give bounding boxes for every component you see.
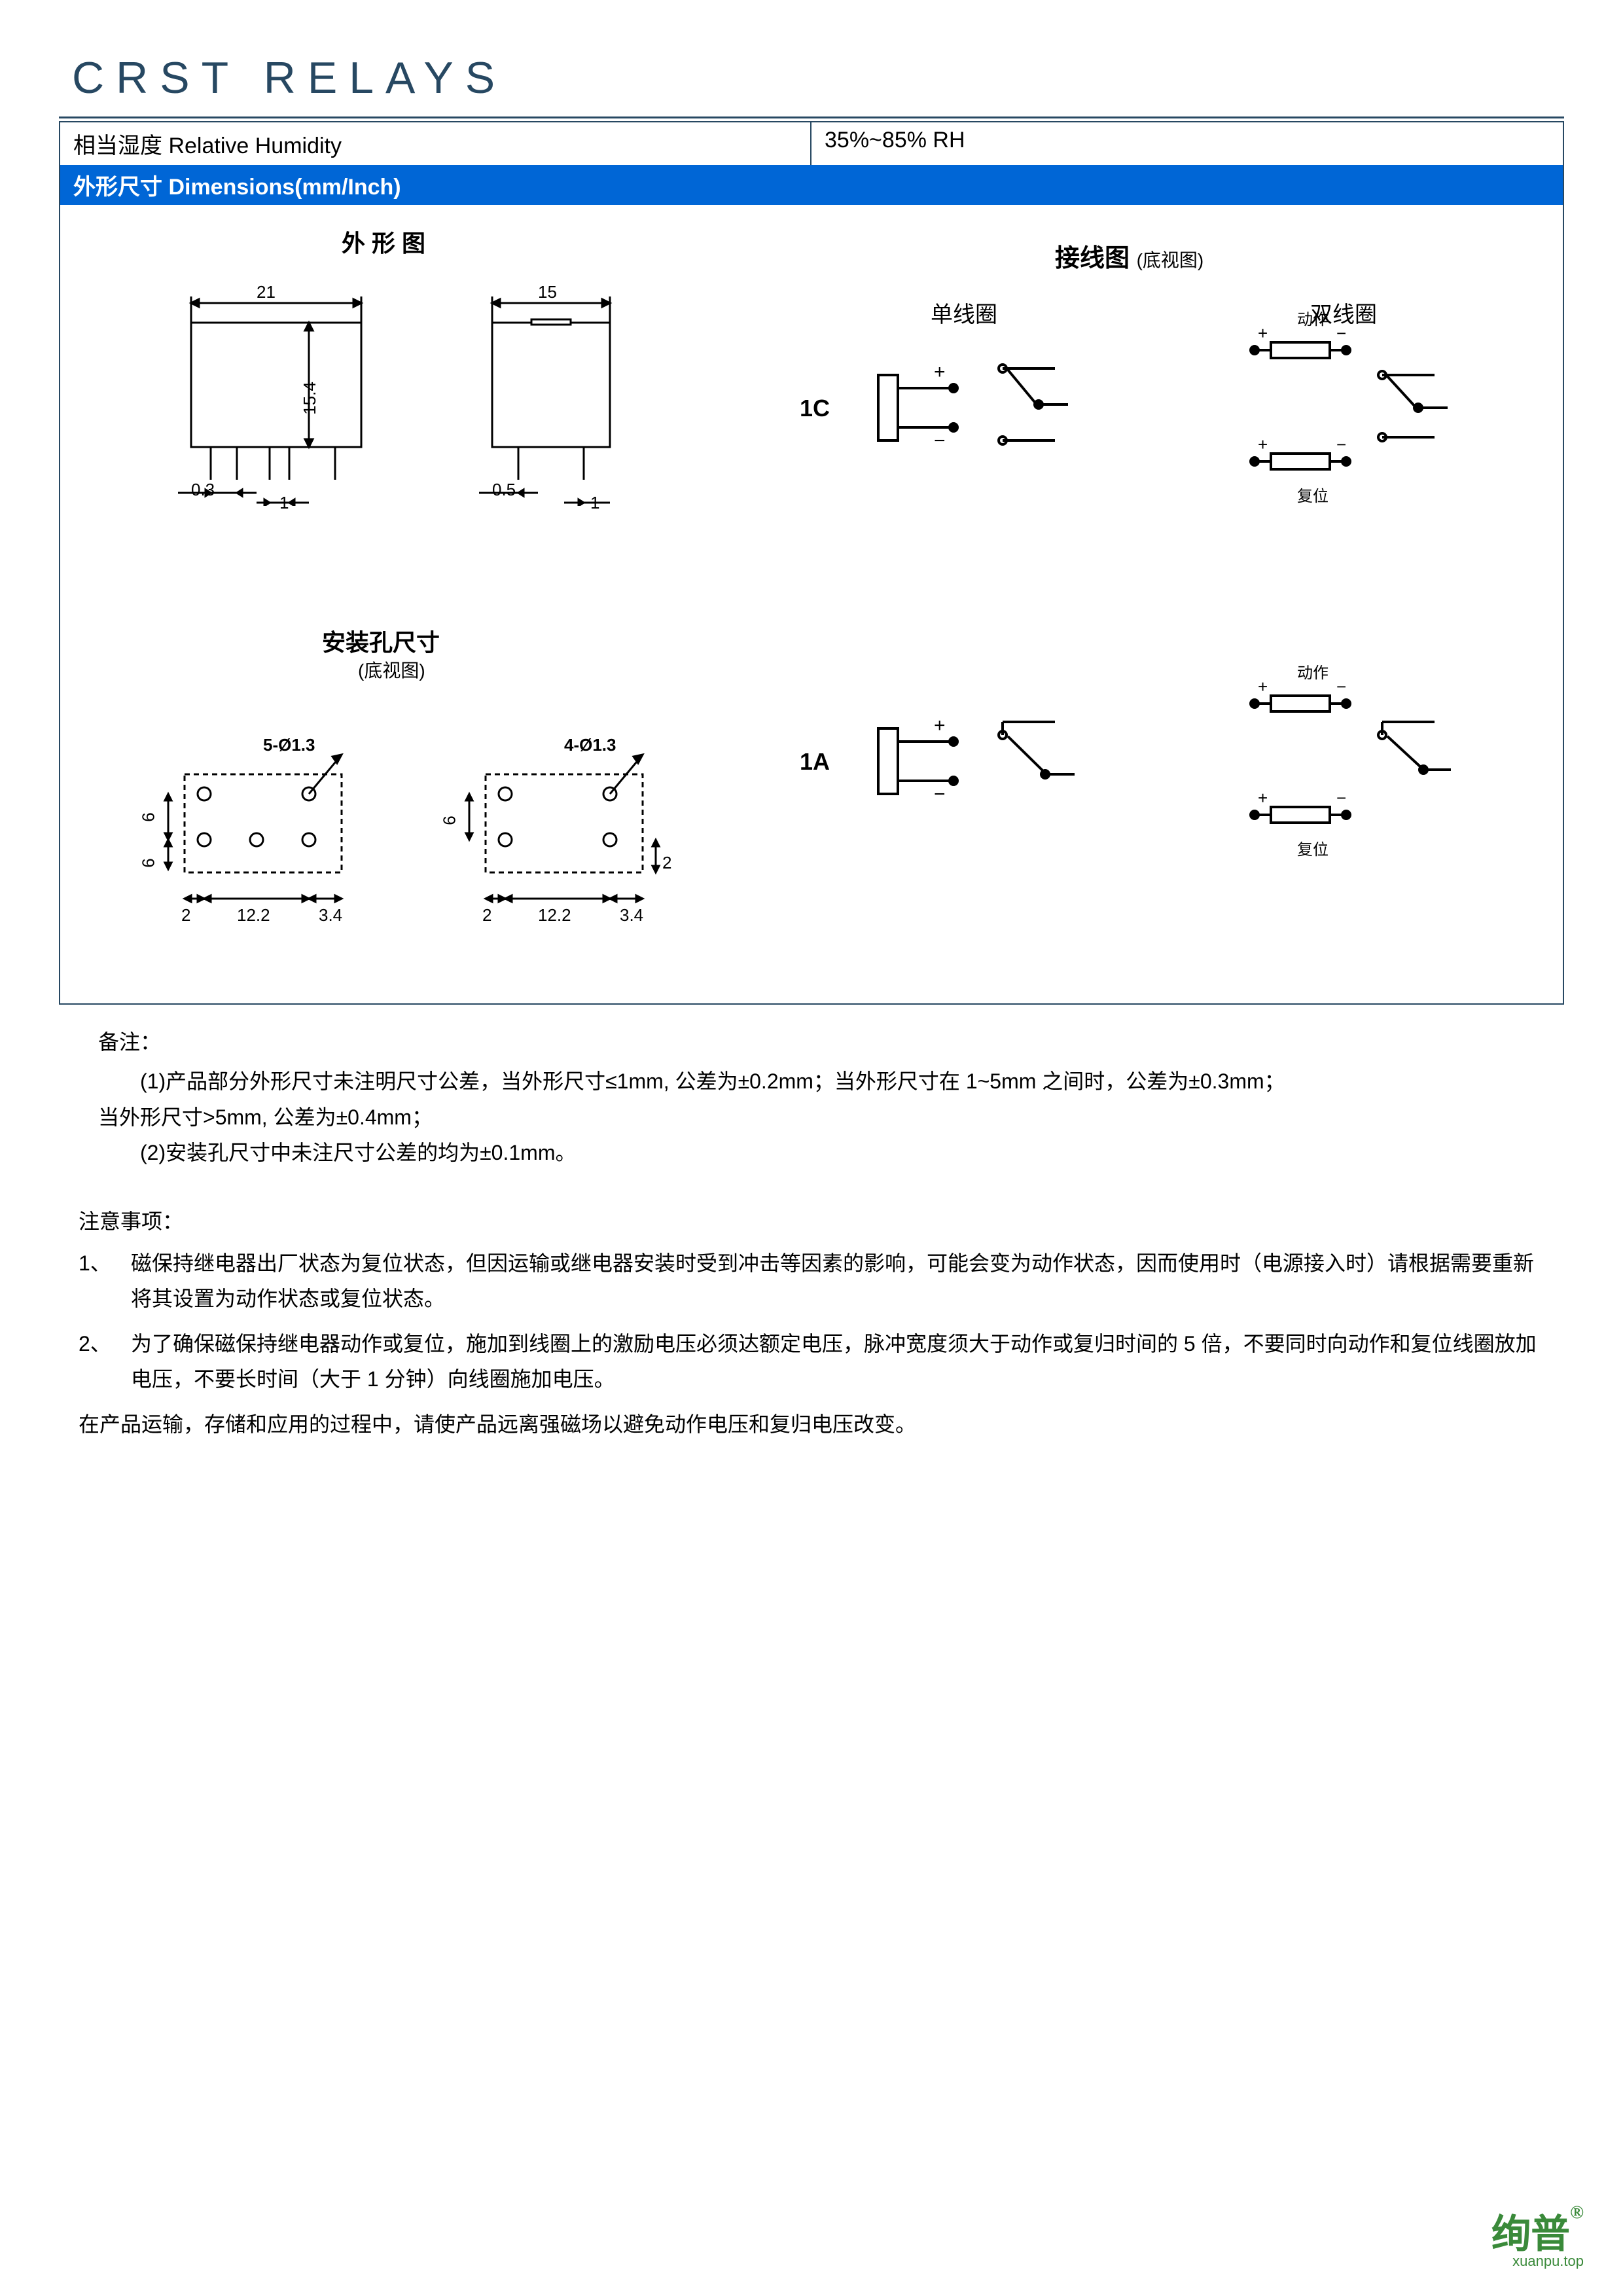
- footnote-hdr: 备注：: [98, 1024, 1525, 1060]
- svg-text:+: +: [1258, 435, 1268, 454]
- dim-5d: 5-Ø1.3: [263, 735, 315, 755]
- dim-34b: 3.4: [620, 905, 643, 925]
- notes-title: 注意事项：: [79, 1204, 1544, 1239]
- label-1a: 1A: [800, 748, 830, 776]
- note-item-2: 2、为了确保磁保持继电器动作或复位，施加到线圈上的激励电压必须达额定电压，脉冲宽…: [118, 1326, 1544, 1397]
- reset-label-1: 复位: [1297, 483, 1329, 506]
- wiring-1a-single-svg: +−: [846, 689, 1094, 846]
- reset-label-2: 复位: [1297, 836, 1329, 859]
- notes: 注意事项： 1、磁保持继电器出厂状态为复位状态，但因运输或继电器安装时受到冲击等…: [59, 1204, 1564, 1442]
- svg-text:+: +: [934, 361, 946, 383]
- diagram-area: 外 形 图 接线图 (底视图) 单线圈 双线圈 21: [60, 205, 1563, 1003]
- dim-2c: 2: [662, 853, 671, 873]
- svg-text:−: −: [1336, 788, 1346, 808]
- svg-text:−: −: [1336, 677, 1346, 696]
- dim-122a: 12.2: [237, 905, 270, 925]
- dim-05: 0.5: [492, 480, 516, 500]
- single-coil-label: 单线圈: [931, 296, 997, 329]
- footnote-1: (1)产品部分外形尺寸未注明尺寸公差，当外形尺寸≤1mm, 公差为±0.2mm；…: [98, 1064, 1525, 1099]
- svg-text:−: −: [1336, 323, 1346, 343]
- wiring-1a-dual-svg: + − + −: [1232, 670, 1480, 866]
- dim-2a: 2: [181, 905, 190, 925]
- footnote-1b: 当外形尺寸>5mm, 公差为±0.4mm；: [98, 1100, 1525, 1135]
- dim-1b: 1: [590, 493, 599, 513]
- wiring-1c-single-svg: +−: [846, 336, 1094, 493]
- svg-text:+: +: [1258, 323, 1268, 343]
- svg-text:+: +: [934, 715, 946, 736]
- dim-6a: 6: [139, 812, 159, 821]
- footer-logo: 绚普® xuanpu.top: [1491, 2202, 1584, 2270]
- footnote-2: (2)安装孔尺寸中未注尺寸公差的均为±0.1mm。: [98, 1135, 1525, 1170]
- dim-6b: 6: [139, 858, 159, 867]
- dim-4d: 4-Ø1.3: [564, 735, 616, 755]
- outline-side-svg: [453, 270, 649, 506]
- humidity-label: 相当湿度 Relative Humidity: [60, 122, 812, 165]
- svg-text:−: −: [1336, 435, 1346, 454]
- svg-text:−: −: [934, 783, 946, 805]
- dim-21: 21: [257, 282, 276, 302]
- note-item-1: 1、磁保持继电器出厂状态为复位状态，但因运输或继电器安装时受到冲击等因素的影响，…: [118, 1246, 1544, 1317]
- outline-title: 外 形 图: [342, 224, 425, 259]
- dim-122b: 12.2: [538, 905, 571, 925]
- outline-front-svg: [139, 270, 401, 506]
- dim-15: 15: [538, 282, 557, 302]
- footnotes: 备注： (1)产品部分外形尺寸未注明尺寸公差，当外形尺寸≤1mm, 公差为±0.…: [59, 1024, 1564, 1171]
- dim-154: 15.4: [300, 382, 320, 415]
- dim-6c: 6: [440, 816, 460, 825]
- label-1c: 1C: [800, 395, 830, 422]
- dim-03: 0.3: [191, 480, 215, 500]
- dimensions-header: 外形尺寸 Dimensions(mm/Inch): [60, 165, 1563, 205]
- wiring-title: 接线图 (底视图): [1055, 238, 1204, 274]
- action-label-2: 动作: [1297, 660, 1329, 683]
- wiring-1c-dual-svg: + − + −: [1232, 316, 1480, 512]
- mount-sub: (底视图): [358, 656, 425, 683]
- dim-1a: 1: [279, 493, 289, 513]
- dim-34a: 3.4: [319, 905, 342, 925]
- humidity-value: 35%~85% RH: [812, 122, 978, 165]
- divider: [59, 117, 1564, 118]
- brand-title: CRST RELAYS: [59, 52, 1564, 103]
- dim-2b: 2: [482, 905, 491, 925]
- svg-text:+: +: [1258, 788, 1268, 808]
- mount-title: 安装孔尺寸: [322, 624, 440, 658]
- svg-text:+: +: [1258, 677, 1268, 696]
- action-label-1: 动作: [1297, 306, 1329, 329]
- svg-text:−: −: [934, 430, 946, 452]
- spec-box: 相当湿度 Relative Humidity 35%~85% RH 外形尺寸 D…: [59, 121, 1564, 1005]
- notes-tail: 在产品运输，存储和应用的过程中，请使产品远离强磁场以避免动作电压和复归电压改变。: [79, 1407, 1544, 1442]
